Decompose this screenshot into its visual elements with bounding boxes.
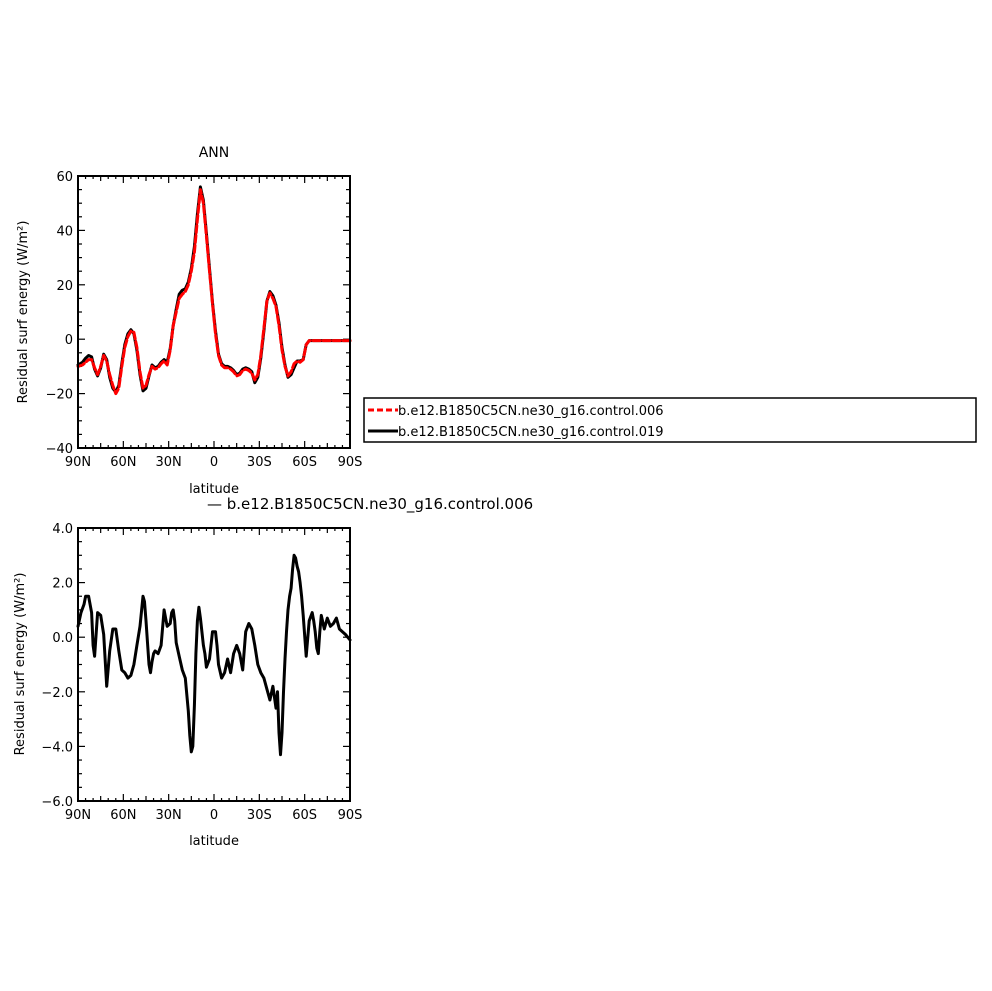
top-ytick-label: 0 <box>65 333 73 348</box>
bottom-ytick-label: −2.0 <box>41 686 73 701</box>
top-ytick-label: 60 <box>56 170 73 185</box>
top-panel-xlabel: latitude <box>189 482 239 497</box>
top-panel-ylabel: Residual surf energy (W/m²) <box>16 221 31 404</box>
top-xtick-label: 30N <box>156 455 182 470</box>
bottom-series-line-1 <box>76 553 352 757</box>
bottom-panel: — b.e12.B1850C5CN.ne30_g16.control.006 9… <box>13 495 533 849</box>
top-xtick-label: 60S <box>292 455 317 470</box>
legend-label-series-1: b.e12.B1850C5CN.ne30_g16.control.006 <box>398 404 664 419</box>
bottom-xtick-label: 90N <box>65 808 91 823</box>
top-ytick-label: 40 <box>56 224 73 239</box>
top-xtick-label: 30S <box>247 455 272 470</box>
bottom-panel-series <box>76 553 352 757</box>
legend-label-series-2: b.e12.B1850C5CN.ne30_g16.control.019 <box>398 425 664 440</box>
top-xtick-label: 60N <box>110 455 136 470</box>
top-series-line-1 <box>76 188 352 396</box>
bottom-xtick-label: 0 <box>210 808 218 823</box>
bottom-xtick-label: 60S <box>292 808 317 823</box>
bottom-ytick-label: −6.0 <box>41 795 73 810</box>
top-xtick-label: 90N <box>65 455 91 470</box>
legend-box <box>363 397 977 443</box>
bottom-ytick-label: 2.0 <box>52 577 73 592</box>
bottom-panel-frame <box>77 527 351 802</box>
top-panel-frame <box>77 175 351 449</box>
bottom-xtick-label: 30N <box>156 808 182 823</box>
bottom-ytick-label: −4.0 <box>41 740 73 755</box>
bottom-panel-ylabel: Residual surf energy (W/m²) <box>13 573 28 756</box>
bottom-ytick-label: 4.0 <box>52 522 73 537</box>
top-panel-series <box>76 185 352 396</box>
top-xtick-label: 90S <box>338 455 363 470</box>
top-xtick-label: 0 <box>210 455 218 470</box>
bottom-panel-title: — b.e12.B1850C5CN.ne30_g16.control.006 <box>207 495 533 514</box>
top-ytick-label: 20 <box>56 279 73 294</box>
top-ytick-label: −40 <box>46 442 73 457</box>
top-ytick-label: −20 <box>46 388 73 403</box>
bottom-xtick-label: 60N <box>110 808 136 823</box>
top-panel-title: ANN <box>199 145 230 161</box>
bottom-xtick-label: 30S <box>247 808 272 823</box>
bottom-ytick-label: 0.0 <box>52 631 73 646</box>
bottom-panel-xlabel: latitude <box>189 834 239 849</box>
bottom-xtick-label: 90S <box>338 808 363 823</box>
legend: b.e12.B1850C5CN.ne30_g16.control.006 b.e… <box>363 397 977 443</box>
top-panel: ANN 90N 60N 30N 0 30S 60S 90S −40 −20 0 20 40 60 lat… <box>16 145 362 497</box>
